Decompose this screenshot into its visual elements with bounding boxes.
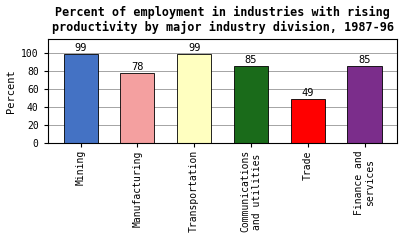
- Bar: [177, 54, 211, 143]
- Bar: [64, 54, 98, 143]
- Text: 78: 78: [131, 62, 144, 72]
- Text: 85: 85: [245, 55, 257, 65]
- Text: 49: 49: [301, 88, 314, 98]
- Text: 85: 85: [358, 55, 371, 65]
- Bar: [347, 66, 382, 143]
- Text: 99: 99: [75, 43, 87, 53]
- Bar: [120, 73, 154, 143]
- Bar: [234, 66, 268, 143]
- Text: 99: 99: [188, 43, 200, 53]
- Bar: [291, 99, 325, 143]
- Title: Percent of employment in industries with rising
productivity by major industry d: Percent of employment in industries with…: [52, 5, 394, 34]
- Y-axis label: Percent: Percent: [6, 69, 16, 113]
